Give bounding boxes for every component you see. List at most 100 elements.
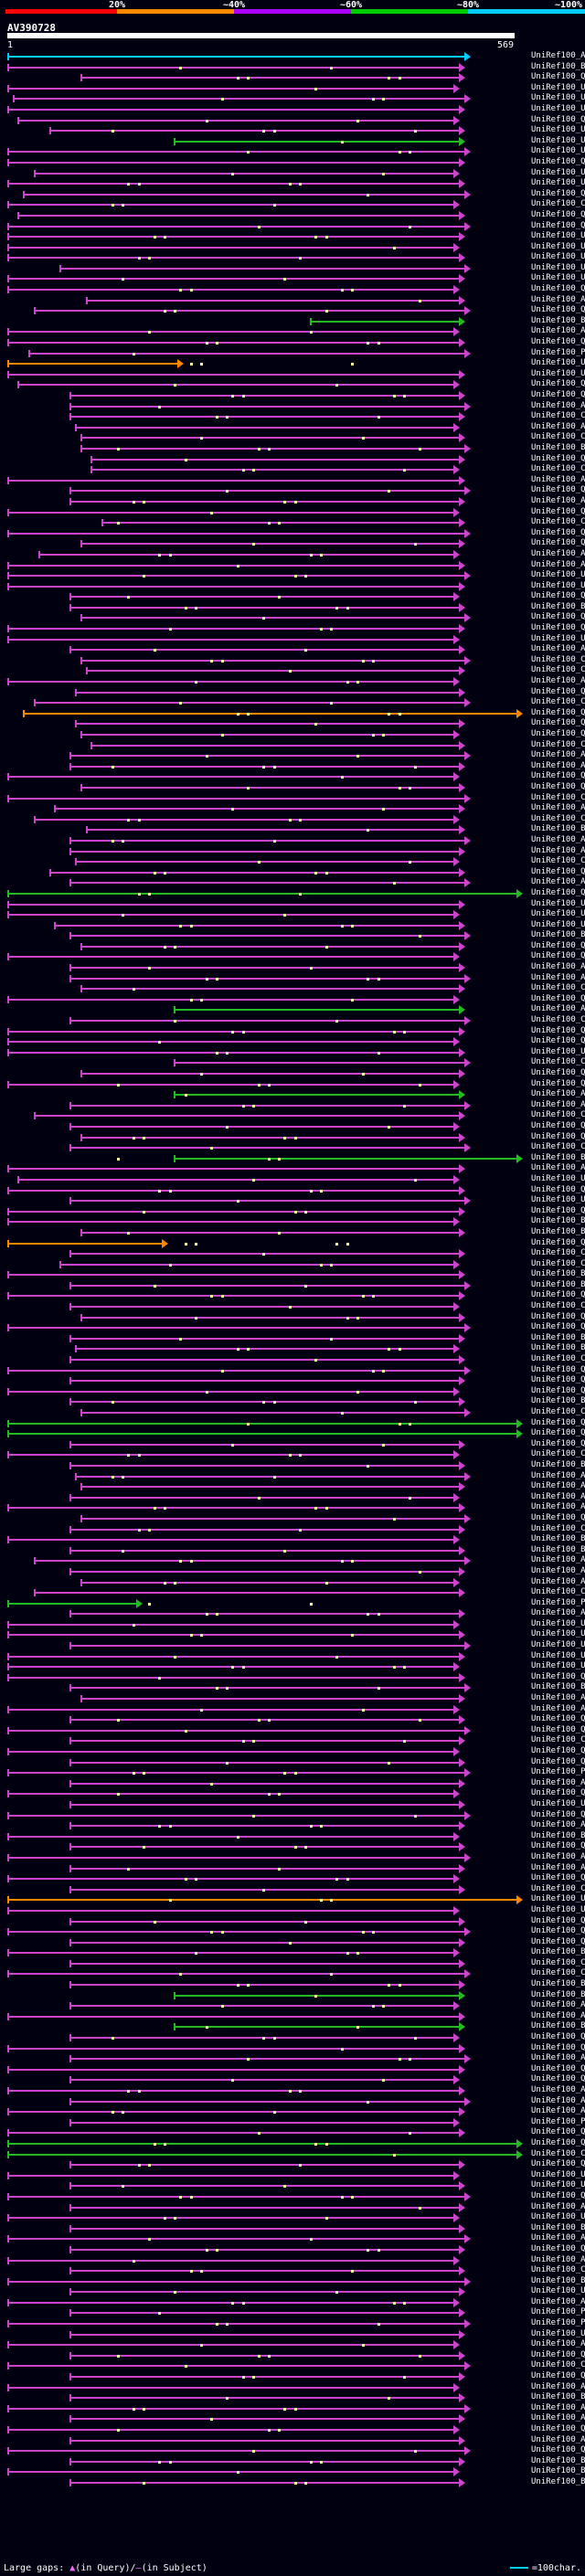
hit-label[interactable]: UniRef100_A4WIP7 xyxy=(531,1576,585,1586)
hit-row[interactable]: UniRef100_C1E313 xyxy=(0,1884,585,1895)
hit-row[interactable]: UniRef100_C4Q0Z5 xyxy=(0,740,585,751)
hit-row[interactable]: UniRef100_UP1000... xyxy=(0,1651,585,1662)
hit-label[interactable]: UniRef100_Q9H3F7 xyxy=(531,707,585,717)
hit-label[interactable]: UniRef100_Q0WI14 xyxy=(531,305,585,315)
hit-label[interactable]: UniRef100_Q4SJY7 xyxy=(531,72,585,82)
hit-row[interactable]: UniRef100_A2QZV9 xyxy=(0,549,585,560)
hit-label[interactable]: UniRef100_Q2NUN1 xyxy=(531,940,585,950)
hit-label[interactable]: UniRef100_Q8ESP3 xyxy=(531,771,585,781)
hit-label[interactable]: UniRef100_A8J265 xyxy=(531,51,585,60)
hit-row[interactable]: UniRef100_Q4KJY0 xyxy=(0,729,585,740)
hit-row[interactable]: UniRef100_UP1000... xyxy=(0,2170,585,2181)
hit-label[interactable]: UniRef100_UP1000... xyxy=(531,1195,585,1205)
hit-row[interactable]: UniRef100_B9BX27 xyxy=(0,1269,585,1280)
hit-row[interactable]: UniRef100_A9JBN1 xyxy=(0,2435,585,2446)
hit-label[interactable]: UniRef100_UP1000... xyxy=(531,167,585,177)
hit-row[interactable]: UniRef100_UP1000... xyxy=(0,104,585,115)
hit-label[interactable]: UniRef100_B1VZN3 xyxy=(531,601,585,611)
hit-label[interactable]: UniRef100_A6W2P6 xyxy=(531,1481,585,1491)
hit-row[interactable]: UniRef100_Q2T2Z3 xyxy=(0,1068,585,1079)
hit-row[interactable]: UniRef100_Q8NFN7 xyxy=(0,1725,585,1736)
hit-label[interactable]: UniRef100_A61EF1 xyxy=(531,474,585,484)
hit-label[interactable]: UniRef100_Q4P385 xyxy=(531,156,585,166)
hit-row[interactable]: UniRef100_Q9H3F7 xyxy=(0,708,585,719)
hit-label[interactable]: UniRef100_Q4P361 xyxy=(531,2137,585,2147)
hit-label[interactable]: UniRef100_C5XBU6 xyxy=(531,1258,585,1268)
hit-row[interactable]: UniRef100_Q12DK8 xyxy=(0,390,585,401)
hit-label[interactable]: UniRef100_B4MEM5 xyxy=(531,2466,585,2476)
hit-row[interactable]: UniRef100_UP1000... xyxy=(0,570,585,581)
hit-row[interactable]: UniRef100_UP1000... xyxy=(0,93,585,104)
hit-label[interactable]: UniRef100_UP1000... xyxy=(531,2180,585,2190)
hit-row[interactable]: UniRef100_Q2SU51 xyxy=(0,951,585,962)
hit-row[interactable]: UniRef100_Q8VTS5 xyxy=(0,623,585,634)
hit-row[interactable]: UniRef100_Q5WDX6 xyxy=(0,1513,585,1524)
hit-label[interactable]: UniRef100_A4MMA6 xyxy=(531,1004,585,1014)
hit-label[interactable]: UniRef100_B5DN10 xyxy=(531,1534,585,1544)
hit-label[interactable]: UniRef100_Q9YP79 xyxy=(531,2159,585,2169)
hit-label[interactable]: UniRef100_Q9I7V3 xyxy=(531,379,585,389)
hit-row[interactable]: UniRef100_B2AXB8 xyxy=(0,1396,585,1407)
hit-row[interactable]: UniRef100_B2HSZ2 xyxy=(0,1227,585,1238)
hit-row[interactable]: UniRef100_B5E9V0 xyxy=(0,1216,585,1227)
hit-label[interactable]: UniRef100_A4JR37 xyxy=(531,644,585,654)
hit-label[interactable]: UniRef100_UP1000... xyxy=(531,2328,585,2338)
hit-row[interactable]: UniRef100_B7ZMC8 xyxy=(0,930,585,941)
hit-row[interactable]: UniRef100_UP1000... xyxy=(0,231,585,242)
hit-row[interactable]: UniRef100_A1C431 xyxy=(0,1863,585,1874)
hit-row[interactable]: UniRef100_Q4P364 xyxy=(0,1428,585,1439)
hit-row[interactable]: UniRef100_C1N6M9 xyxy=(0,1248,585,1259)
hit-row[interactable]: UniRef100_A4MUZ0 xyxy=(0,295,585,306)
hit-label[interactable]: UniRef100_B3JDM4 xyxy=(531,2222,585,2232)
hit-row[interactable]: UniRef100_A4G4V1 xyxy=(0,401,585,412)
hit-row[interactable]: UniRef100_Q52088 xyxy=(0,2244,585,2255)
hit-label[interactable]: UniRef100_B1VK66 xyxy=(531,1332,585,1342)
hit-row[interactable]: UniRef100_A4X693 xyxy=(0,1502,585,1513)
hit-row[interactable]: UniRef100_A3NTH5 xyxy=(0,422,585,433)
hit-label[interactable]: UniRef100_Q9X4F4 xyxy=(531,686,585,696)
hit-row[interactable]: UniRef100_B4NEY1 xyxy=(0,2456,585,2467)
hit-row[interactable]: UniRef100_C7ZD20 xyxy=(0,697,585,708)
hit-label[interactable]: UniRef100_C5C5H1 xyxy=(531,792,585,802)
hit-label[interactable]: UniRef100_Q9UTM0-2 xyxy=(531,1025,585,1035)
hit-label[interactable]: UniRef100_UP1000... xyxy=(531,570,585,580)
hit-row[interactable]: UniRef100_UP1000... xyxy=(0,125,585,136)
hit-row[interactable]: UniRef100_A4WIP7 xyxy=(0,1577,585,1588)
hit-label[interactable]: UniRef100_B4VSS3 xyxy=(531,1979,585,1989)
hit-label[interactable]: UniRef100_C5BKT4 xyxy=(531,1523,585,1533)
hit-row[interactable]: UniRef100_Q39266 xyxy=(0,591,585,602)
hit-label[interactable]: UniRef100_UP1000... xyxy=(531,262,585,272)
hit-row[interactable]: UniRef100_A8J265 xyxy=(0,51,585,62)
hit-label[interactable]: UniRef100_C1MPW0 xyxy=(531,1354,585,1364)
hit-label[interactable]: UniRef100_C3ZSR4 xyxy=(531,1142,585,1152)
hit-row[interactable]: UniRef100_P56671 xyxy=(0,2307,585,2318)
hit-label[interactable]: UniRef100_A3NB04 xyxy=(531,760,585,770)
hit-row[interactable]: UniRef100_UP1000... xyxy=(0,1174,585,1185)
hit-label[interactable]: UniRef100_A8U0I2 xyxy=(531,877,585,887)
hit-row[interactable]: UniRef100_Q2NFZ2 xyxy=(0,1312,585,1323)
hit-row[interactable]: UniRef100_C1MSJ6 xyxy=(0,1110,585,1121)
hit-row[interactable]: UniRef100_A4MMA6 xyxy=(0,1004,585,1015)
hit-row[interactable]: UniRef100_A4R025 xyxy=(0,2339,585,2350)
hit-label[interactable]: UniRef100_A4R112 xyxy=(531,2095,585,2105)
hit-label[interactable]: UniRef100_UP1000... xyxy=(531,909,585,919)
hit-label[interactable]: UniRef100_Q4P363 xyxy=(531,1417,585,1427)
hit-label[interactable]: UniRef100_B6WTW8 xyxy=(531,1343,585,1353)
hit-label[interactable]: UniRef100_A4R025 xyxy=(531,2339,585,2349)
hit-row[interactable]: UniRef100_UP1000... xyxy=(0,242,585,253)
hit-label[interactable]: UniRef100_C4APC9 xyxy=(531,813,585,823)
hit-label[interactable]: UniRef100_P56270 xyxy=(531,1767,585,1777)
hit-label[interactable]: UniRef100_A8IYE5 xyxy=(531,1608,585,1618)
hit-label[interactable]: UniRef100_Q6I3I0 xyxy=(531,1926,585,1936)
hit-label[interactable]: UniRef100_B7Z157 xyxy=(531,1830,585,1840)
hit-row[interactable]: UniRef100_A4WC54 xyxy=(0,1492,585,1503)
hit-label[interactable]: UniRef100_Q4VC35-2 xyxy=(531,1184,585,1194)
hit-label[interactable]: UniRef100_B0UMK9 xyxy=(531,1459,585,1469)
hit-row[interactable]: UniRef100_Q7T5D9 xyxy=(0,485,585,496)
hit-label[interactable]: UniRef100_C1N6M9 xyxy=(531,1248,585,1258)
hit-row[interactable]: UniRef100_B1HR9O xyxy=(0,443,585,454)
hit-row[interactable]: UniRef100_A5VZX6 xyxy=(0,973,585,984)
hit-label[interactable]: UniRef100_C1MSJ6 xyxy=(531,1110,585,1120)
hit-label[interactable]: UniRef100_B9BX27 xyxy=(531,1269,585,1279)
hit-row[interactable]: UniRef100_P56270 xyxy=(0,1767,585,1778)
